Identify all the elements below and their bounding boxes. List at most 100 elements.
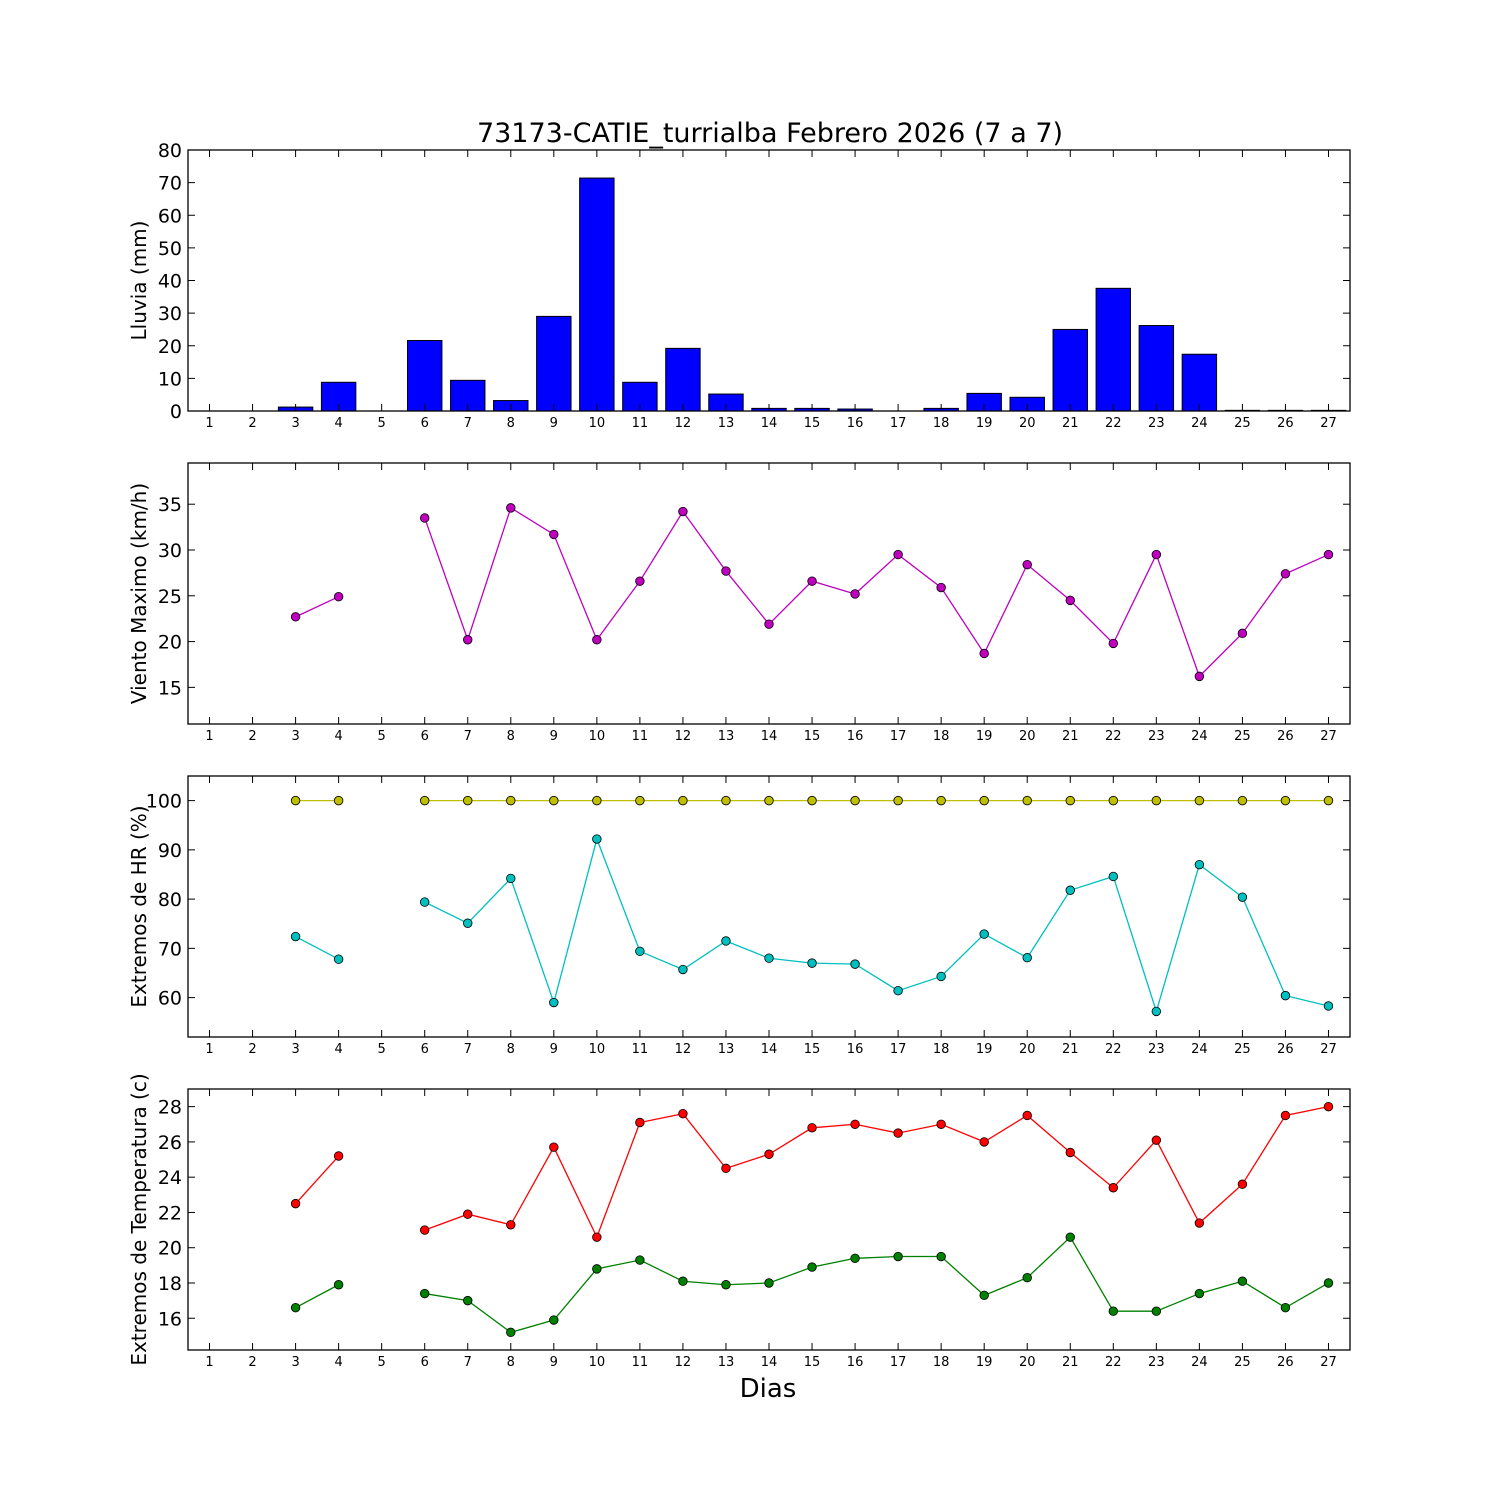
series-1-point-day-15 — [807, 576, 817, 586]
xtick-label: 25 — [1234, 1355, 1251, 1370]
xtick-label: 23 — [1148, 1042, 1165, 1057]
series-1-point-day-9 — [549, 529, 559, 540]
xtick-label: 17 — [890, 416, 907, 431]
xtick-label: 15 — [804, 1042, 821, 1057]
series-1-point-day-22 — [1108, 795, 1119, 806]
xtick-label: 20 — [1019, 1355, 1036, 1370]
ytick-label: 60 — [158, 988, 182, 1010]
y-axis-label: Extremos de HR (%) — [127, 805, 151, 1007]
series-1-point-day-25 — [1237, 795, 1248, 806]
series-1-point-day-20 — [1022, 1110, 1032, 1121]
series-1-point-day-15 — [807, 1123, 817, 1133]
series-1-point-day-23 — [1151, 549, 1162, 560]
ytick-label: 90 — [158, 840, 182, 862]
xtick-label: 5 — [378, 729, 386, 744]
bar-day-12 — [665, 347, 701, 412]
xtick-label: 22 — [1105, 729, 1122, 744]
xtick-label: 4 — [334, 729, 342, 744]
xtick-label: 6 — [421, 416, 429, 431]
series-2-point-day-18 — [936, 1251, 946, 1262]
xtick-label: 12 — [675, 729, 692, 744]
xtick-label: 9 — [550, 729, 558, 744]
series-2-point-day-11 — [635, 946, 645, 957]
xtick-label: 23 — [1148, 729, 1165, 744]
series-2-point-day-9 — [549, 997, 559, 1008]
series-2-point-day-10 — [592, 1264, 602, 1274]
series-2-point-day-18 — [936, 971, 946, 982]
series-1-point-day-14 — [764, 795, 774, 806]
ytick-label: 70 — [158, 938, 182, 960]
series-2-point-day-13 — [721, 936, 731, 946]
ytick-label: 80 — [158, 140, 182, 162]
xtick-label: 27 — [1320, 729, 1337, 744]
xtick-label: 14 — [761, 416, 778, 431]
xtick-label: 1 — [205, 416, 213, 431]
series-1-point-day-9 — [549, 795, 559, 806]
series-1-point-day-17 — [893, 1128, 903, 1138]
series-2-point-day-21 — [1065, 1232, 1075, 1242]
series-2-point-day-26 — [1280, 1302, 1291, 1313]
chart-title: 73173-CATIE_turrialba Febrero 2026 (7 a … — [477, 118, 1063, 149]
ytick-label: 16 — [158, 1308, 182, 1330]
series-1-point-day-19 — [979, 795, 989, 806]
series-1-point-day-11 — [635, 576, 645, 586]
series-2-point-day-19 — [979, 929, 989, 939]
ytick-label: 30 — [158, 303, 182, 325]
xtick-label: 16 — [847, 1355, 864, 1370]
xtick-label: 14 — [761, 1355, 778, 1370]
xtick-label: 6 — [421, 729, 429, 744]
series-2-point-day-16 — [850, 959, 860, 969]
series-2-point-day-19 — [979, 1290, 989, 1301]
xtick-label: 8 — [507, 729, 515, 744]
xtick-label: 6 — [421, 1355, 429, 1370]
xtick-label: 13 — [718, 416, 735, 431]
xtick-label: 22 — [1105, 1042, 1122, 1057]
xtick-label: 18 — [933, 1355, 950, 1370]
series-1-point-day-8 — [506, 1220, 516, 1230]
series-1-line-segment — [295, 596, 339, 618]
series-2-point-day-9 — [549, 1315, 559, 1325]
xtick-label: 13 — [718, 729, 735, 744]
xtick-label: 4 — [334, 1042, 342, 1057]
series-1-point-day-8 — [506, 795, 516, 806]
series-1-point-day-10 — [592, 635, 602, 645]
bar-day-9 — [536, 315, 572, 412]
xtick-label: 1 — [205, 1042, 213, 1057]
series-2-point-day-14 — [764, 1278, 774, 1288]
xtick-label: 10 — [589, 729, 606, 744]
bar-day-23 — [1138, 325, 1175, 412]
xtick-label: 15 — [804, 1355, 821, 1370]
series-1-point-day-13 — [721, 1163, 731, 1174]
xtick-label: 3 — [291, 729, 299, 744]
xtick-label: 22 — [1105, 1355, 1122, 1370]
ytick-label: 28 — [158, 1097, 182, 1119]
series-1-point-day-17 — [893, 795, 903, 806]
xtick-label: 11 — [632, 416, 649, 431]
series-2-point-day-17 — [893, 986, 903, 996]
series-2-line-segment — [424, 836, 1329, 1014]
ytick-label: 50 — [158, 238, 182, 260]
xtick-label: 22 — [1105, 416, 1122, 431]
xtick-label: 5 — [378, 1355, 386, 1370]
series-1-point-day-7 — [463, 635, 473, 645]
xtick-label: 7 — [464, 729, 472, 744]
xtick-label: 7 — [464, 416, 472, 431]
series-1-point-day-4 — [333, 592, 344, 602]
xtick-label: 13 — [718, 1355, 735, 1370]
series-1-point-day-6 — [420, 513, 430, 523]
series-2-line-segment — [424, 1236, 1329, 1334]
xtick-label: 6 — [421, 1042, 429, 1057]
xtick-label: 23 — [1148, 1355, 1165, 1370]
series-1-point-day-23 — [1151, 795, 1162, 806]
xtick-label: 15 — [804, 729, 821, 744]
series-1-point-day-16 — [850, 795, 860, 806]
xtick-label: 9 — [550, 416, 558, 431]
ytick-label: 100 — [146, 791, 182, 813]
series-2-point-day-4 — [333, 954, 344, 964]
xtick-label: 18 — [933, 416, 950, 431]
xtick-label: 10 — [589, 1042, 606, 1057]
